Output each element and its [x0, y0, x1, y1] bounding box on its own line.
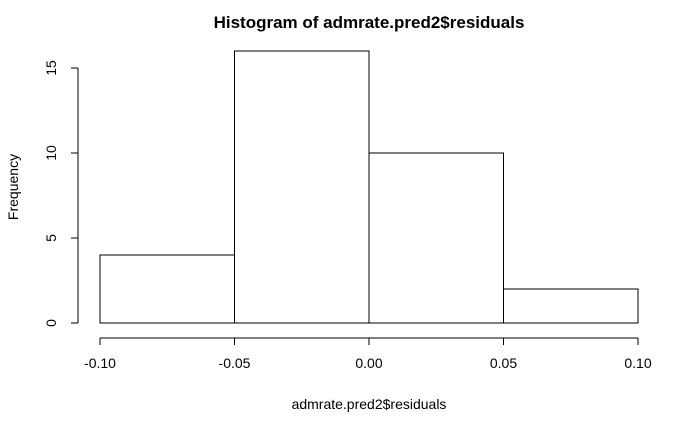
y-axis: 0 5 10 15	[43, 60, 79, 327]
y-tick-label: 0	[43, 319, 59, 327]
y-tick-label: 15	[43, 60, 59, 76]
histogram-bar	[368, 152, 504, 324]
x-axis: -0.10 -0.05 0.00 0.05 0.10	[84, 337, 652, 371]
x-tick-label: 0.05	[490, 355, 517, 371]
x-tick-label: -0.05	[219, 355, 251, 371]
x-tick-label: -0.10	[84, 355, 116, 371]
histogram-bar	[234, 50, 370, 324]
chart-title: Histogram of admrate.pred2$residuals	[214, 13, 525, 32]
y-tick-label: 5	[43, 234, 59, 242]
y-tick-label: 10	[43, 145, 59, 161]
y-axis-label: Frequency	[5, 154, 21, 220]
histogram-bar	[503, 288, 639, 324]
x-tick-label: 0.10	[624, 355, 651, 371]
x-axis-label: admrate.pred2$residuals	[292, 396, 447, 412]
histogram-bar	[99, 254, 235, 324]
x-tick-label: 0.00	[355, 355, 382, 371]
bars-group	[99, 50, 639, 324]
